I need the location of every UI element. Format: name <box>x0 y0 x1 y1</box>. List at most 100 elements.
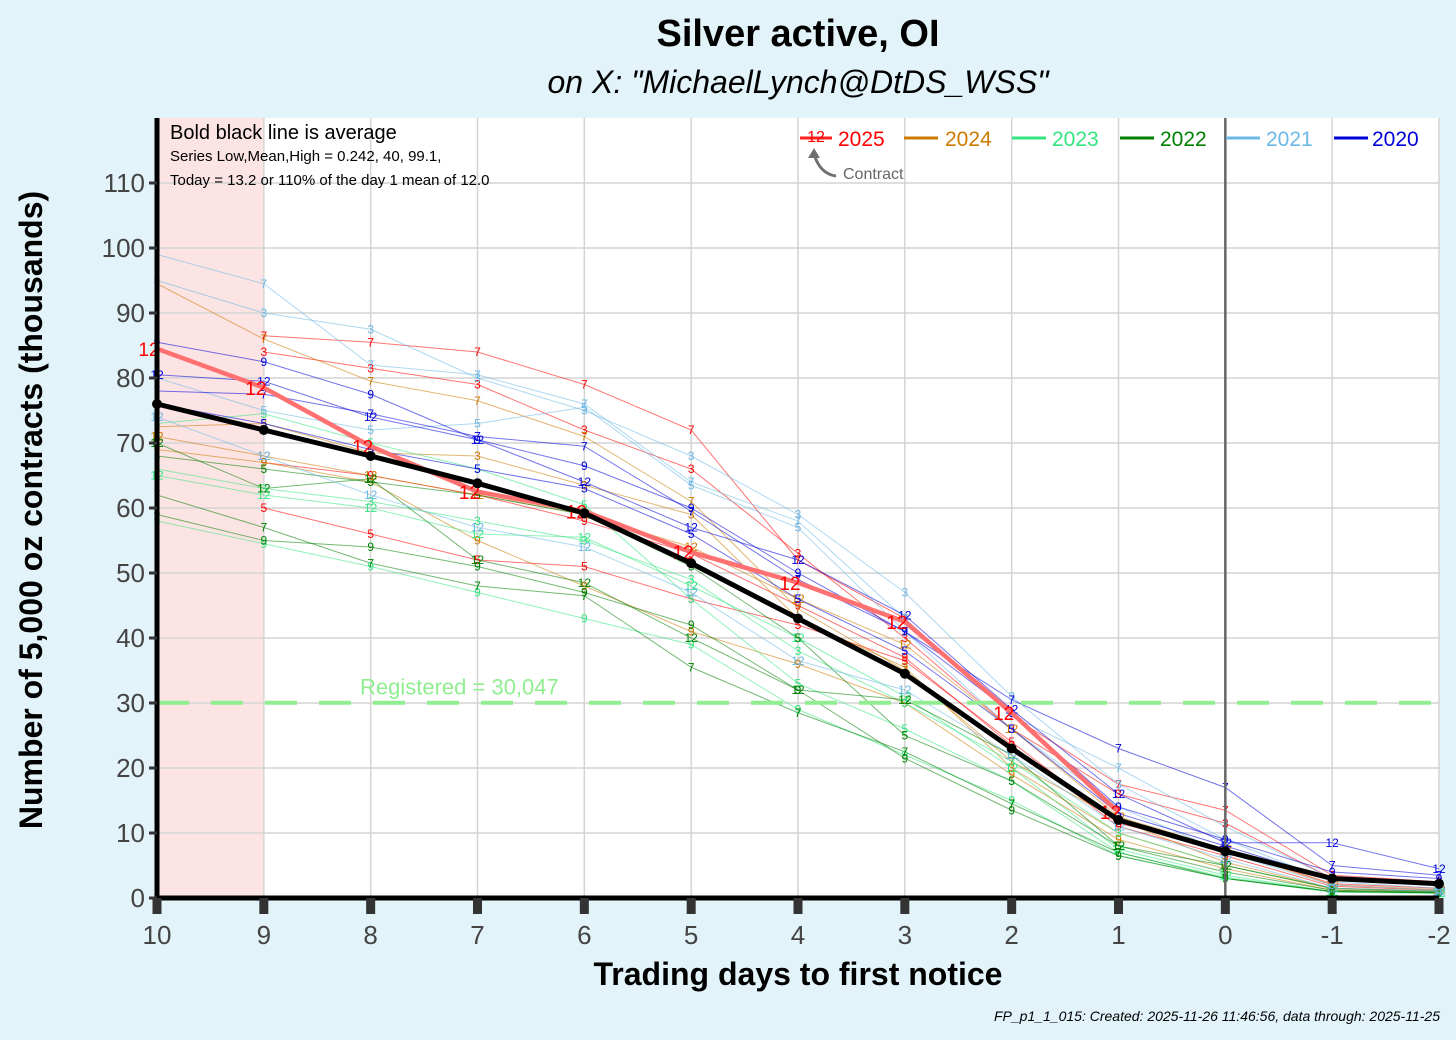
point-label: 7 <box>474 345 481 359</box>
point-label: 7 <box>1115 846 1122 860</box>
point-label: 3 <box>367 322 374 336</box>
point-label: 5 <box>1115 839 1122 853</box>
point-label: 5 <box>474 553 481 567</box>
point-label: 3 <box>1008 722 1015 736</box>
point-label: 5 <box>367 443 374 457</box>
point-label: 12 <box>257 449 271 463</box>
point-label: 12 <box>364 488 378 502</box>
point-label: 9 <box>688 618 695 632</box>
note-line3: Today = 13.2 or 110% of the day 1 mean o… <box>170 172 490 189</box>
point-label: 5 <box>795 618 802 632</box>
point-label: 12 <box>471 553 485 567</box>
point-label: 12 <box>684 521 698 535</box>
y-tick-label: 10 <box>116 818 145 848</box>
point-label: 7 <box>901 745 908 759</box>
x-tick-label: -1 <box>1321 920 1344 950</box>
point-label: 9 <box>474 560 481 574</box>
point-label: 3 <box>1115 787 1122 801</box>
point-label: 9 <box>1329 885 1336 899</box>
point-label: 12 <box>791 631 805 645</box>
y-tick-label: 80 <box>116 363 145 393</box>
point-label: 7 <box>260 387 267 401</box>
point-label: 9 <box>581 579 588 593</box>
point-label: 7 <box>1008 755 1015 769</box>
point-label: 7 <box>901 612 908 626</box>
point-label: 7 <box>1436 868 1443 882</box>
point-label: 3 <box>688 573 695 587</box>
point-label: 9 <box>901 651 908 665</box>
point-label: 7 <box>795 706 802 720</box>
point-label: 5 <box>1115 800 1122 814</box>
point-label: 9 <box>1329 879 1336 893</box>
point-label: 7 <box>1115 777 1122 791</box>
point-label: 3 <box>581 478 588 492</box>
point-label: 12 <box>578 530 592 544</box>
point-label: 5 <box>901 625 908 639</box>
point-label: 7 <box>474 368 481 382</box>
point-label: 12 <box>257 449 271 463</box>
x-tick-label: 5 <box>684 920 698 950</box>
current-point-label: 12 <box>886 613 907 634</box>
point-label: 7 <box>1008 709 1015 723</box>
y-tick-label: 0 <box>131 883 145 913</box>
point-label: 12 <box>1005 703 1019 717</box>
point-label: 3 <box>367 361 374 375</box>
point-label: 9 <box>688 501 695 515</box>
point-label: 3 <box>367 495 374 509</box>
chart-title: Silver active, OI <box>656 13 939 55</box>
point-label: 5 <box>260 404 267 418</box>
point-label: 12 <box>791 553 805 567</box>
point-label: 3 <box>474 371 481 385</box>
point-label: 12 <box>257 488 271 502</box>
point-label: 5 <box>367 436 374 450</box>
point-label: 12 <box>791 683 805 697</box>
point-label: 3 <box>474 378 481 392</box>
point-label: 5 <box>367 475 374 489</box>
current-point-label: 12 <box>779 574 800 595</box>
x-tick-label: 3 <box>898 920 912 950</box>
point-label: 9 <box>795 657 802 671</box>
point-label: 12 <box>471 527 485 541</box>
point-label: 12 <box>1112 839 1126 853</box>
point-label: 3 <box>1436 885 1443 899</box>
y-tick-label: 100 <box>102 233 145 263</box>
point-label: 12 <box>257 482 271 496</box>
point-label: 9 <box>474 534 481 548</box>
point-label: 3 <box>260 417 267 431</box>
average-line <box>152 399 1444 889</box>
average-point <box>899 668 910 679</box>
point-label: 3 <box>260 482 267 496</box>
legend-contract-marker: 12 <box>807 129 825 146</box>
point-label: 9 <box>901 748 908 762</box>
chart-subtitle: on X: "MichaelLynch@DtDS_WSS" <box>547 64 1050 100</box>
point-label: 9 <box>688 625 695 639</box>
current-point-label: 12 <box>459 483 480 504</box>
point-label: 12 <box>578 540 592 554</box>
point-label: 3 <box>1115 826 1122 840</box>
point-label: 5 <box>260 462 267 476</box>
x-tick-label: -2 <box>1427 920 1450 950</box>
note-line2: Series Low,Mean,High = 0.242, 40, 99.1, <box>170 148 441 165</box>
point-label: 12 <box>791 654 805 668</box>
current-line <box>156 346 1121 814</box>
point-label: 3 <box>795 508 802 522</box>
point-label: 12 <box>471 521 485 535</box>
point-label: 3 <box>901 660 908 674</box>
legend-2025-label: 2025 <box>838 128 885 151</box>
point-label: 3 <box>688 449 695 463</box>
point-label: 9 <box>581 459 588 473</box>
point-label: 12 <box>1325 885 1339 899</box>
note-line1: Bold black line is average <box>170 122 397 144</box>
point-label: 5 <box>1329 883 1336 897</box>
point-label: 7 <box>1115 742 1122 756</box>
point-label: 3 <box>474 449 481 463</box>
point-label: 5 <box>260 407 267 421</box>
point-label: 3 <box>1115 777 1122 791</box>
point-label: 7 <box>901 612 908 626</box>
point-label: 3 <box>581 404 588 418</box>
point-label: 5 <box>474 462 481 476</box>
point-label: 12 <box>364 410 378 424</box>
average-point <box>472 478 483 489</box>
point-label: 7 <box>688 660 695 674</box>
